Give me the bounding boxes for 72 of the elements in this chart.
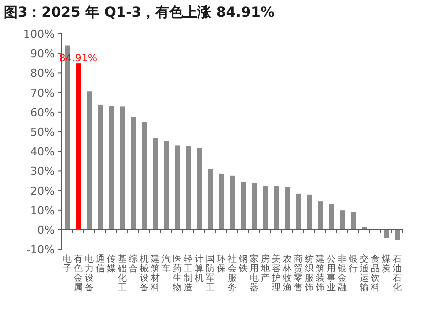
y-tick-label: 70% xyxy=(30,86,55,100)
x-tick-label: 交通运输 xyxy=(360,254,369,294)
bar xyxy=(219,174,224,230)
bar xyxy=(296,194,301,230)
x-tick-label: 医药生物 xyxy=(173,254,182,294)
x-tick-label: 基础化工 xyxy=(117,254,127,294)
bar xyxy=(285,187,290,230)
y-tick-label: 10% xyxy=(30,204,55,218)
x-tick-label: 商贸零售 xyxy=(294,254,303,294)
bar xyxy=(76,64,81,230)
bar xyxy=(131,117,136,230)
x-tick-label: 电子 xyxy=(63,254,72,274)
bar xyxy=(175,146,180,230)
bar xyxy=(230,176,235,230)
x-tick-label: 电力设备 xyxy=(85,254,94,294)
y-tick-label: 80% xyxy=(30,67,55,80)
x-tick-label: 计算机 xyxy=(195,254,204,284)
x-tick-label: 农林牧渔 xyxy=(282,254,292,294)
bar xyxy=(329,204,334,230)
bar xyxy=(142,122,147,230)
x-tick-label: 公用事业 xyxy=(327,254,336,294)
bar xyxy=(186,146,191,230)
x-tick-label: 轻工制造 xyxy=(184,254,193,294)
x-tick-label: 汽车 xyxy=(162,254,171,274)
x-tick-label: 食品饮料 xyxy=(370,254,380,294)
x-tick-label: 家用电器 xyxy=(250,254,259,294)
x-tick-label: 建筑装饰 xyxy=(315,254,325,294)
x-tick-label: 钢铁 xyxy=(238,254,248,274)
bar xyxy=(274,186,279,230)
x-tick-label: 环保 xyxy=(217,255,226,274)
y-tick-label: 60% xyxy=(30,106,55,120)
bar xyxy=(153,138,158,230)
bar xyxy=(208,169,213,230)
x-tick-label: 建筑材料 xyxy=(150,254,160,294)
x-tick-label: 纺织服饰 xyxy=(304,254,314,294)
chart-title: 图3：2025 年 Q1-3，有色上涨 84.91% xyxy=(4,5,275,21)
bar xyxy=(340,210,345,230)
bar xyxy=(351,212,356,230)
bar xyxy=(87,92,92,230)
x-tick-label: 传媒 xyxy=(107,254,116,274)
bar xyxy=(120,106,125,230)
x-tick-label: 综合 xyxy=(129,254,138,274)
x-tick-label: 房地产 xyxy=(260,254,270,284)
bar xyxy=(241,182,246,230)
bar xyxy=(307,194,312,230)
y-tick-label: 50% xyxy=(30,126,55,139)
x-tick-label: 石油石化 xyxy=(393,255,402,294)
x-tick-label: 通信 xyxy=(96,254,105,274)
bar xyxy=(164,141,169,230)
x-tick-label: 银行 xyxy=(348,254,358,274)
bar xyxy=(252,183,257,230)
y-tick-label: 90% xyxy=(30,48,55,61)
x-tick-label: 非银金融 xyxy=(337,254,347,294)
y-tick-label: 20% xyxy=(30,184,55,198)
y-tick-label: 40% xyxy=(30,146,55,159)
bar xyxy=(263,186,268,230)
bar xyxy=(109,106,114,230)
bar xyxy=(318,202,323,230)
bar xyxy=(98,104,103,230)
y-tick-label: 0% xyxy=(38,224,55,237)
x-tick-label: 美容护理 xyxy=(271,254,281,294)
y-tick-label: -10% xyxy=(26,244,55,257)
bar xyxy=(395,230,400,240)
y-tick-label: 30% xyxy=(30,165,55,178)
bar xyxy=(197,148,202,230)
x-tick-label: 煤炭 xyxy=(382,254,391,274)
x-tick-label: 社会服务 xyxy=(228,254,237,294)
x-tick-label: 国防军工 xyxy=(206,255,215,294)
bar xyxy=(384,230,389,238)
x-tick-label: 机械设备 xyxy=(140,254,149,294)
y-tick-label: 100% xyxy=(24,28,55,41)
x-tick-label: 有色金属 xyxy=(74,254,83,294)
